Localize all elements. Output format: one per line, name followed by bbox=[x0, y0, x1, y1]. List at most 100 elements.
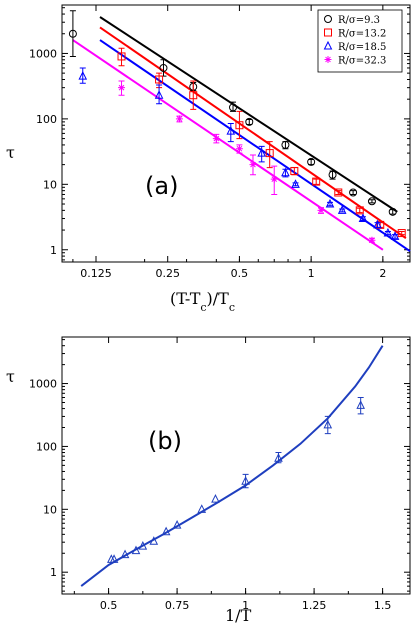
data-point-series-1 bbox=[290, 166, 299, 175]
panel-b-ticks: 0.5 0.75 1 1.25 1.5 1 10 100 1000 bbox=[29, 337, 410, 612]
data-point-series-3 bbox=[118, 84, 126, 92]
data-point-series-0 bbox=[281, 140, 290, 149]
error-bar bbox=[368, 199, 375, 204]
error-bar bbox=[236, 110, 243, 140]
panel-a-data-points bbox=[68, 10, 406, 244]
data-point-series-1 bbox=[312, 177, 321, 186]
data-point-series-3 bbox=[235, 145, 243, 153]
data-point-series-2 bbox=[390, 231, 400, 240]
legend-label-series-1: R/σ=13.2 bbox=[338, 29, 386, 40]
data-point-series-0 bbox=[149, 536, 159, 545]
x-tick-label: 0.5 bbox=[100, 599, 118, 612]
error-bar bbox=[190, 80, 197, 110]
data-point-series-2 bbox=[226, 126, 236, 135]
data-point-series-0 bbox=[109, 554, 119, 563]
panel-b: 0.5 0.75 1 1.25 1.5 1 10 100 1000 (b) τ 1/T bbox=[6, 336, 411, 625]
data-point-series-0 bbox=[131, 545, 141, 555]
error-bar bbox=[335, 190, 342, 195]
data-point-series-2 bbox=[383, 227, 393, 237]
y-tick-label: 100 bbox=[36, 113, 57, 126]
legend-marker-series-3 bbox=[324, 56, 332, 63]
error-bar bbox=[266, 141, 273, 169]
x-tick-label: 1.25 bbox=[302, 599, 327, 612]
error-bar bbox=[79, 67, 86, 84]
data-point-series-0 bbox=[229, 103, 238, 112]
data-point-series-0 bbox=[323, 419, 333, 429]
data-point-series-0 bbox=[241, 476, 250, 485]
data-point-series-3 bbox=[317, 206, 325, 214]
legend-marker-series-1 bbox=[324, 28, 332, 37]
x-tick-label: 0.25 bbox=[155, 267, 180, 280]
data-point-series-3 bbox=[368, 236, 376, 244]
error-bar bbox=[398, 231, 405, 236]
data-point-series-0 bbox=[68, 29, 77, 38]
error-bar bbox=[246, 118, 253, 126]
data-point-series-0 bbox=[172, 520, 182, 529]
panel-b-y-axis-label: τ bbox=[6, 367, 15, 386]
x-tick-label: 1 bbox=[242, 599, 249, 612]
y-tick-label: 100 bbox=[36, 440, 57, 453]
error-bar bbox=[118, 47, 125, 67]
panel-a-legend: R/σ=9.3 R/σ=13.2 R/σ=18.5 R/σ=32.3 bbox=[317, 9, 403, 73]
error-bar bbox=[374, 222, 381, 228]
data-point-series-2 bbox=[373, 219, 382, 229]
panel-a-ticks: 0.125 0.25 0.5 1 2 1 10 100 1000 bbox=[29, 5, 410, 280]
data-point-series-0 bbox=[120, 549, 130, 559]
data-point-series-1 bbox=[334, 188, 343, 197]
error-bar bbox=[359, 216, 366, 221]
legend-marker-series-0 bbox=[324, 15, 332, 23]
fit-line-series-0 bbox=[99, 16, 398, 213]
panel-b-x-axis-label: 1/T bbox=[225, 606, 252, 625]
error-bar bbox=[389, 209, 396, 215]
fit-line-series-3 bbox=[72, 39, 384, 251]
panel-b-label: (b) bbox=[148, 427, 182, 455]
y-tick-label: 1000 bbox=[29, 378, 57, 391]
panel-a-fit-lines bbox=[72, 16, 411, 253]
data-point-series-0 bbox=[159, 63, 168, 72]
data-point-series-3 bbox=[212, 135, 220, 143]
legend-marker-series-2 bbox=[323, 40, 333, 50]
data-point-series-1 bbox=[397, 229, 406, 238]
legend-label-series-2: R/σ=18.5 bbox=[338, 42, 386, 53]
data-point-series-1 bbox=[189, 91, 198, 100]
error-bar bbox=[324, 415, 331, 435]
panel-b-fit-curve bbox=[80, 345, 384, 587]
data-point-series-1 bbox=[355, 206, 364, 215]
fit-line-series-1 bbox=[99, 26, 407, 240]
data-point-series-0 bbox=[274, 453, 283, 462]
data-point-series-0 bbox=[161, 526, 171, 536]
y-tick-label: 1 bbox=[50, 244, 57, 257]
data-point-series-3 bbox=[270, 175, 278, 183]
error-bar bbox=[69, 10, 76, 57]
data-point-series-0 bbox=[197, 504, 207, 513]
data-point-series-0 bbox=[211, 494, 220, 503]
data-point-series-0 bbox=[349, 188, 358, 197]
x-tick-label: 1.5 bbox=[374, 599, 392, 612]
error-bar bbox=[350, 190, 357, 195]
error-bar bbox=[156, 84, 163, 105]
data-point-series-2 bbox=[291, 179, 300, 188]
error-bar bbox=[292, 182, 299, 187]
data-point-series-1 bbox=[117, 52, 126, 61]
panel-a-y-axis-label: τ bbox=[6, 143, 15, 162]
panel-a: 0.125 0.25 0.5 1 2 1 10 100 1000 R/σ=9.3 R/σ=13.2… bbox=[6, 4, 411, 314]
data-point-series-0 bbox=[138, 540, 148, 550]
data-point-series-0 bbox=[356, 400, 365, 409]
x-tick-label: 0.5 bbox=[231, 267, 249, 280]
panel-a-x-axis-label: (T-Tc)/Tc bbox=[170, 289, 235, 314]
panel-b-data-points bbox=[107, 397, 365, 563]
data-point-series-2 bbox=[154, 90, 164, 99]
data-point-series-0 bbox=[367, 197, 376, 206]
data-point-series-2 bbox=[257, 147, 266, 157]
data-point-series-0 bbox=[328, 170, 337, 179]
error-bar bbox=[313, 178, 320, 185]
data-point-series-1 bbox=[265, 149, 274, 158]
x-tick-label: 0.125 bbox=[80, 267, 112, 280]
panel-a-label: (a) bbox=[145, 172, 178, 200]
data-point-series-0 bbox=[307, 157, 316, 166]
error-bar bbox=[308, 158, 315, 166]
data-point-series-2 bbox=[325, 198, 335, 208]
data-point-series-2 bbox=[337, 205, 347, 214]
error-bar bbox=[356, 207, 363, 214]
